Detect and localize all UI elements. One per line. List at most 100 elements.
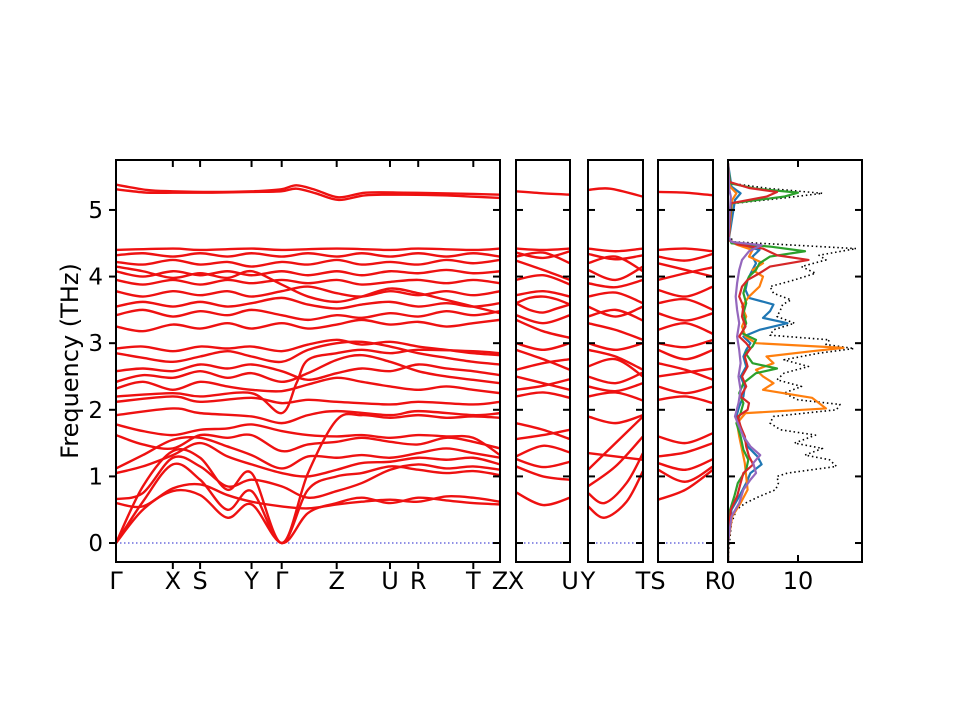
phonon-band xyxy=(588,451,643,505)
phonon-band xyxy=(516,444,570,458)
kpoint-label-sr-0: S xyxy=(650,567,665,595)
phonon-band xyxy=(116,482,500,510)
phonon-band xyxy=(116,318,500,333)
ytick-label-1: 1 xyxy=(88,464,103,490)
phonon-band xyxy=(516,318,570,340)
panel-sr xyxy=(657,159,714,563)
phonon-band xyxy=(588,305,643,318)
phonon-band xyxy=(658,338,713,349)
phonon-band xyxy=(658,468,713,501)
kpoint-label-xu-1: U xyxy=(561,567,579,595)
phonon-band xyxy=(588,435,643,488)
kpoint-label-main-0: Γ xyxy=(109,567,123,595)
band-lines-sr xyxy=(658,190,713,501)
phonon-band xyxy=(588,291,643,305)
phonon-band xyxy=(116,278,500,286)
dos-xtick-label-0: 0 xyxy=(720,567,735,595)
phonon-band xyxy=(116,247,500,252)
phonon-band xyxy=(116,376,500,395)
panel-xu xyxy=(515,159,571,563)
phonon-band xyxy=(516,251,570,265)
phonon-band xyxy=(116,340,500,366)
phonon-band xyxy=(516,314,570,325)
phonon-band xyxy=(588,341,643,352)
phonon-band xyxy=(658,262,713,278)
phonon-band xyxy=(588,321,643,342)
phonon-band xyxy=(658,252,713,262)
phonon-band xyxy=(116,268,500,278)
kpoint-label-main-8: T xyxy=(465,567,481,595)
phonon-band xyxy=(658,297,713,312)
phonon-band xyxy=(658,457,713,471)
phonon-band xyxy=(116,308,500,322)
phonon-band xyxy=(588,265,643,282)
phonon-band xyxy=(588,371,643,385)
phonon-band xyxy=(658,312,713,322)
phonon-band xyxy=(116,296,500,310)
phonon-band xyxy=(116,435,500,470)
ytick-label-3: 3 xyxy=(88,331,103,357)
phonon-band xyxy=(588,381,643,393)
phonon-band xyxy=(516,190,570,196)
phonon-band xyxy=(116,353,500,385)
kpoint-label-xu-0: X xyxy=(508,567,524,595)
phonon-band xyxy=(658,395,713,405)
kpoint-label-main-2: S xyxy=(192,567,207,595)
phonon-band xyxy=(116,348,500,415)
phonon-band xyxy=(116,488,500,545)
phonon-band xyxy=(516,348,570,372)
phonon-band xyxy=(658,348,713,361)
y-axis-label: Frequency (THz) xyxy=(56,263,84,459)
panel-frame xyxy=(587,159,644,563)
phonon-band xyxy=(588,413,643,425)
phonon-band xyxy=(516,421,570,441)
panel-frame xyxy=(657,159,714,563)
dos-curve-proj-1 xyxy=(728,163,789,562)
ytick-label-2: 2 xyxy=(88,398,103,424)
phonon-band xyxy=(116,183,500,199)
phonon-band xyxy=(116,407,500,425)
phonon-band xyxy=(588,415,643,471)
kpoint-label-main-7: R xyxy=(410,567,427,595)
phonon-band xyxy=(516,457,570,469)
phonon-band xyxy=(516,428,570,441)
phonon-band xyxy=(588,247,643,253)
phonon-band xyxy=(516,290,570,298)
phonon-band xyxy=(588,255,643,273)
phonon-band xyxy=(516,465,570,481)
phonon-band xyxy=(658,247,713,253)
panel-main xyxy=(109,159,501,569)
phonon-band xyxy=(116,395,500,406)
kpoint-label-main-3: Y xyxy=(243,567,259,595)
phonon-band xyxy=(516,377,570,392)
phonon-band xyxy=(658,190,713,197)
phonon-band xyxy=(588,469,643,519)
kpoint-label-main-1: X xyxy=(165,567,181,595)
phonon-band xyxy=(658,441,713,458)
phonon-band xyxy=(116,252,500,258)
phonon-band xyxy=(516,375,570,392)
phonon-band xyxy=(658,431,713,445)
phonon-band xyxy=(658,385,713,395)
kpoint-label-yt-1: T xyxy=(635,567,651,595)
band-lines-yt xyxy=(588,187,643,519)
phonon-band xyxy=(116,423,500,457)
kpoint-label-main-9: Z xyxy=(492,567,508,595)
panel-dos xyxy=(727,159,863,563)
phonon-band xyxy=(116,285,500,298)
phonon-band xyxy=(588,357,643,378)
phonon-band xyxy=(116,455,500,501)
phonon-band xyxy=(658,321,713,336)
dos-curve-proj-5 xyxy=(728,163,763,562)
phonon-band xyxy=(116,441,500,478)
dos-curve-proj-2 xyxy=(728,163,845,562)
phonon-band xyxy=(588,308,643,322)
phonon-band xyxy=(116,433,500,453)
phonon-band xyxy=(588,278,643,289)
phonon-band xyxy=(516,302,570,314)
phonon-band xyxy=(588,252,643,261)
phonon-band xyxy=(116,412,500,545)
phonon-band xyxy=(588,348,643,372)
dos-xtick-label-1: 10 xyxy=(783,567,814,595)
kpoint-label-sr-1: R xyxy=(705,567,722,595)
